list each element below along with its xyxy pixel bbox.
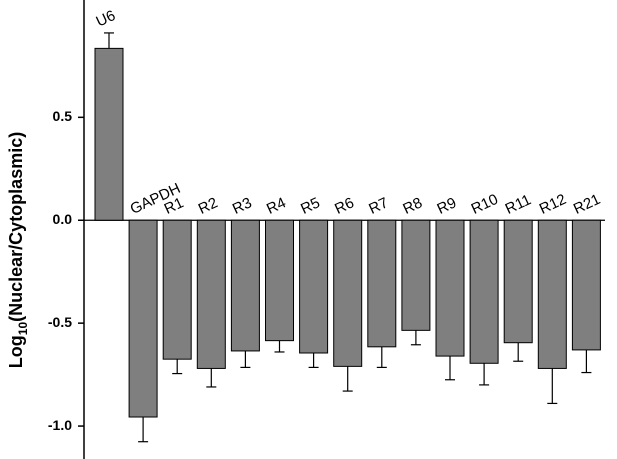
category-label: R6 xyxy=(332,194,357,218)
bar xyxy=(94,47,124,221)
bar xyxy=(537,219,567,369)
y-tick-label: 0.0 xyxy=(53,211,73,227)
bar xyxy=(128,219,158,418)
category-label: U6 xyxy=(94,7,119,31)
bar xyxy=(162,219,192,360)
category-label: R21 xyxy=(571,191,603,218)
category-label: R10 xyxy=(469,191,501,218)
category-label: R1 xyxy=(162,194,187,218)
y-label-main: Log xyxy=(6,335,26,368)
bar xyxy=(367,219,397,348)
bar xyxy=(503,219,533,344)
category-label: R3 xyxy=(230,194,255,218)
category-label: R7 xyxy=(366,194,391,218)
category-label: R5 xyxy=(298,194,323,218)
y-label-sub: 10 xyxy=(16,322,30,336)
category-label: R9 xyxy=(435,194,460,218)
y-tick-label: -1.0 xyxy=(48,417,72,433)
bar xyxy=(401,219,431,331)
bar xyxy=(333,219,363,367)
bar xyxy=(469,219,499,364)
category-label: R11 xyxy=(503,191,534,218)
category-label: R4 xyxy=(264,194,289,218)
y-tick-label: 0.5 xyxy=(53,108,73,124)
bar xyxy=(196,219,226,369)
category-label: R12 xyxy=(537,191,569,218)
category-label: R8 xyxy=(400,194,425,218)
y-label-rest: (Nuclear/Cytoplasmic) xyxy=(6,132,26,322)
bar xyxy=(435,219,465,357)
bar xyxy=(230,219,260,352)
bar xyxy=(265,219,294,342)
bar xyxy=(571,219,601,351)
bar xyxy=(299,219,329,354)
category-label: R2 xyxy=(196,194,221,218)
y-tick-label: -0.5 xyxy=(48,314,72,330)
y-axis-label: Log10(Nuclear/Cytoplasmic) xyxy=(6,132,30,368)
